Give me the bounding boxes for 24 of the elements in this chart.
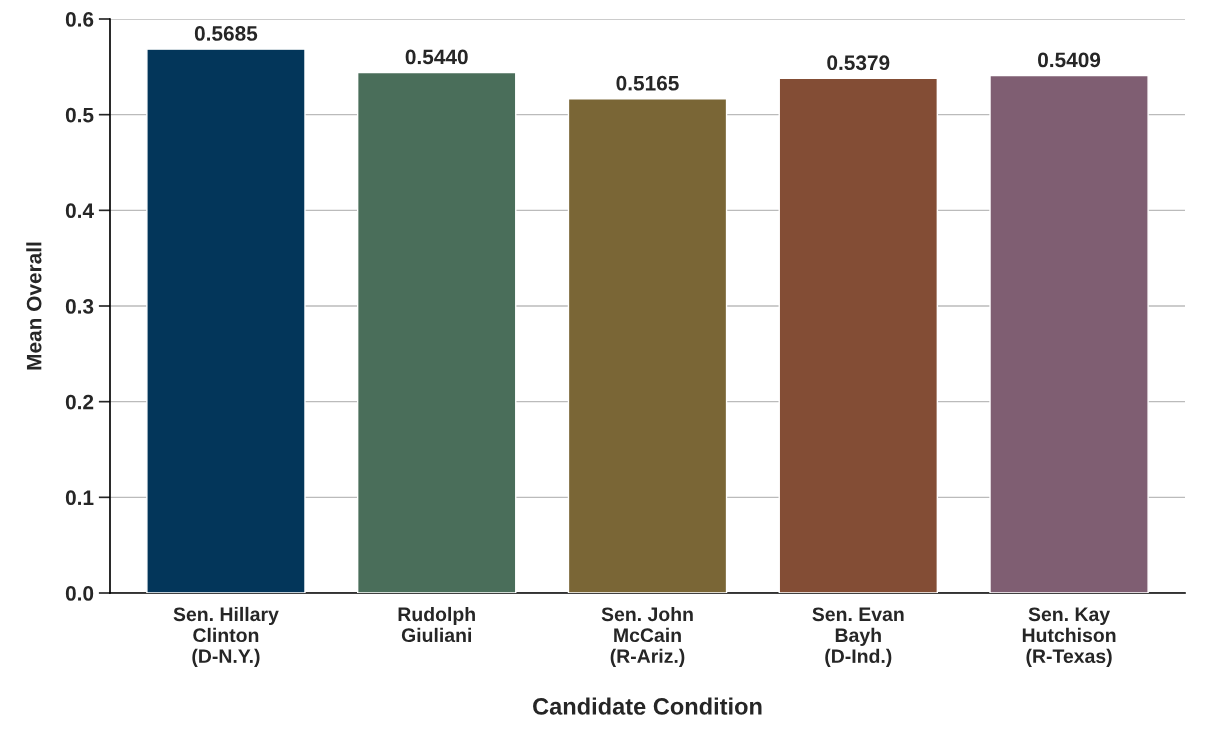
x-tick-label: Sen. Evan Bayh (D-Ind.): [812, 607, 904, 667]
y-tick-label: 0.3: [65, 299, 94, 314]
bar: [778, 77, 939, 593]
data-label: 0.5440: [405, 49, 468, 65]
y-tick-label: 0.4: [65, 203, 94, 219]
x-tick-label: Sen. Hillary Clinton (D-N.Y.): [173, 606, 279, 667]
y-tick-label: 0.2: [65, 394, 94, 410]
data-label: 0.5379: [827, 55, 890, 71]
x-tick-label: Rudolph Giuliani: [398, 606, 475, 643]
x-tick-label: Sen. Kay Hutchison (R-Texas): [1022, 607, 1116, 667]
y-tick-label: 0.6: [65, 12, 94, 27]
bar: [146, 48, 306, 593]
x-tick-label: Sen. John McCain (R-Ariz.): [601, 606, 693, 667]
bar: [567, 98, 728, 593]
data-label: 0.5165: [616, 75, 679, 91]
y-tick-label: 0.5: [65, 107, 94, 123]
y-tick-label: 0.0: [65, 586, 94, 601]
data-label: 0.5685: [194, 26, 258, 41]
x-axis-title: Candidate Condition: [533, 697, 762, 715]
y-axis-title: Mean Overall: [26, 242, 42, 370]
bar: [989, 74, 1149, 593]
bar: [356, 71, 517, 593]
data-label: 0.5409: [1038, 52, 1101, 68]
y-tick-label: 0.1: [65, 490, 94, 506]
